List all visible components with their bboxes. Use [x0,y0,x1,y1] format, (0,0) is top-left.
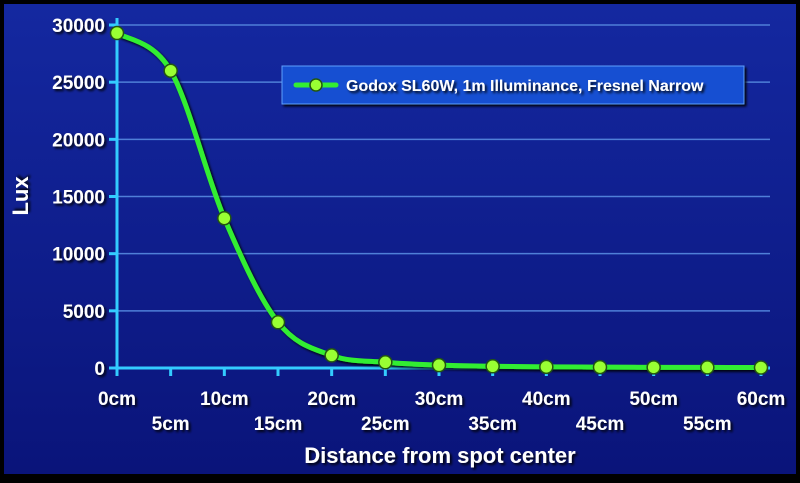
legend-label: Godox SL60W, 1m Illuminance, Fresnel Nar… [346,78,704,95]
data-point [539,359,554,375]
legend: Godox SL60W, 1m Illuminance, Fresnel Nar… [281,65,745,105]
y-tick-label: 25000 [52,73,105,94]
x-axis-label: Distance from spot center [304,443,576,468]
y-axis-label: Lux [8,176,33,216]
y-tick-label: 10000 [52,245,105,266]
y-tick-labels: 0 5000 10000 15000 20000 25000 30000 [52,16,105,380]
data-point [217,210,232,226]
x-tick-label: 40cm [522,389,571,410]
x-tick-label: 55cm [683,414,732,435]
data-point [324,348,339,363]
data-point [646,360,661,375]
x-tick-label: 20cm [307,389,356,410]
y-tick-label: 20000 [52,130,105,151]
x-tick-label: 35cm [468,414,517,435]
series-markers [109,25,769,375]
x-tick-label: 50cm [629,389,678,410]
x-tick-label: 10cm [200,389,249,410]
data-point [700,360,715,375]
x-tick-label: 15cm [254,414,303,435]
x-tick-labels: 0cm 5cm 10cm15cm20cm25cm30cm35cm40cm45cm50… [98,389,785,435]
x-tick-label: 5cm [152,414,190,435]
data-point [485,359,500,374]
x-tick-label: 45cm [576,414,625,435]
y-tick-label: 15000 [52,188,105,209]
legend-box [281,65,745,105]
data-point [753,360,769,375]
y-tick-label: 5000 [63,302,105,323]
x-tick-label: 30cm [415,389,464,410]
y-tick-label: 0 [94,359,105,380]
data-point [109,25,125,41]
legend-marker-sample [309,78,323,92]
data-point [270,315,286,330]
data-point [163,63,178,78]
x-tick-label: 25cm [361,414,410,435]
gridlines [117,24,770,312]
data-point [378,355,393,370]
x-tick-label: 60cm [737,389,786,410]
x-tick-label: 0cm [98,389,136,410]
data-point [592,359,608,375]
y-tick-label: 30000 [52,16,105,37]
data-point [431,357,447,373]
